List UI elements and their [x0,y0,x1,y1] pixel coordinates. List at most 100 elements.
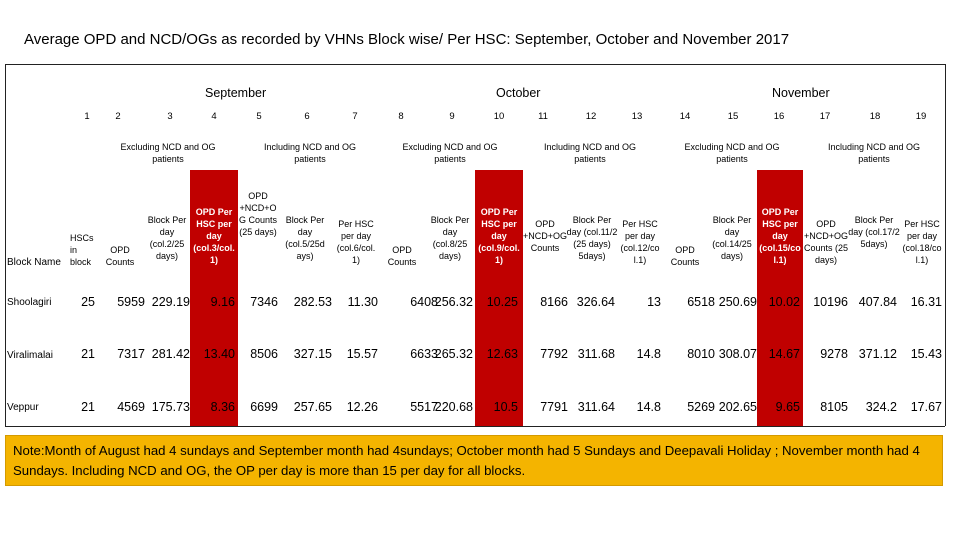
table-cell: 11.30 [347,295,378,309]
table-cell: 308.07 [718,347,757,361]
table-cell: 6633 [410,347,438,361]
header-sep-block-per-day: Block Per day (col.2/25 days) [147,215,187,261]
table-cell: 327.15 [293,347,332,361]
header-nov-opd-counts: OPD Counts [670,245,700,267]
header-nov-block-per-day-incl: Block Per day (col.17/2 5days) [848,215,900,249]
oct-highlight-column [475,170,523,426]
table-cell: 7317 [117,347,145,361]
table-cell: 250.69 [718,295,757,309]
page-title: Average OPD and NCD/OGs as recorded by V… [24,31,790,48]
row-label: Viralimalai [7,350,53,361]
col-number: 6 [304,111,310,122]
group-oct-including: Including NCD and OG patients [543,142,637,164]
header-oct-block-per-day-incl: Block Per day (col.11/2 (25 days) 5days) [566,215,618,261]
table-cell: 9.65 [775,400,800,414]
col-number: 1 [84,111,90,122]
table-cell: 16.31 [910,295,942,309]
sep-highlight-column [190,170,238,426]
table-cell: 5517 [410,400,438,414]
table-cell: 15.43 [910,347,942,361]
table-cell: 14.67 [768,347,800,361]
table-cell: 326.64 [576,295,615,309]
col-number: 17 [819,111,831,122]
table-cell: 9.16 [210,295,235,309]
note-box: Note:Month of August had 4 sundays and S… [5,435,943,486]
table-bottom-border [5,426,945,427]
col-number: 14 [679,111,691,122]
table-cell: 8166 [540,295,568,309]
col-number: 8 [398,111,404,122]
header-sep-opd-ncd-og: OPD +NCD+O G Counts (25 days) [238,191,278,237]
header-sep-per-hsc-incl: Per HSC per day (col.6/col. 1) [336,219,376,265]
group-nov-including: Including NCD and OG patients [827,142,921,164]
table-cell: 13 [647,295,661,309]
table-cell: 10.02 [768,295,800,309]
col-number: 15 [727,111,739,122]
table-cell: 8105 [820,400,848,414]
table-cell: 5959 [117,295,145,309]
table-left-border [5,64,6,426]
header-nov-per-hsc-incl: Per HSC per day (col.18/co l.1) [902,219,942,265]
table-cell: 17.67 [910,400,942,414]
table-cell: 311.64 [577,400,615,414]
table-cell: 10.25 [486,295,518,309]
col-number: 10 [493,111,505,122]
table-cell: 7792 [540,347,568,361]
table-cell: 6408 [410,295,438,309]
table-cell: 8010 [687,347,715,361]
header-oct-opd-ncd-og: OPD +NCD+OG Counts [522,219,567,253]
group-oct-excluding: Excluding NCD and OG patients [402,142,498,164]
group-sep-excluding: Excluding NCD and OG patients [120,142,216,164]
header-sep-block-per-day-incl: Block Per day (col.5/25d ays) [285,215,325,261]
header-oct-per-hsc-incl: Per HSC per day (col.12/co l.1) [620,219,660,265]
table-cell: 14.8 [636,400,661,414]
table-cell: 407.84 [858,295,897,309]
row-label: Veppur [7,402,39,413]
header-oct-opd-counts: OPD Counts [387,245,417,267]
table-cell: 257.65 [293,400,332,414]
table-cell: 25 [81,295,95,309]
col-number: 11 [538,111,548,122]
table-right-border [945,64,946,426]
col-number: 13 [631,111,643,122]
table-cell: 4569 [117,400,145,414]
table-cell: 6699 [250,400,278,414]
table-cell: 8506 [250,347,278,361]
table-cell: 13.40 [203,347,235,361]
row-label: Shoolagiri [7,297,52,308]
col-number: 18 [869,111,881,122]
table-cell: 281.42 [151,347,190,361]
table-cell: 5269 [687,400,715,414]
table-cell: 175.73 [151,400,190,414]
table-cell: 7346 [250,295,278,309]
header-block-name: Block Name [7,257,61,268]
header-oct-opd-per-hsc: OPD Per HSC per day (col.9/col. 1) [478,207,520,265]
table-cell: 7791 [540,400,568,414]
table-cell: 265.32 [434,347,473,361]
col-number: 4 [211,111,217,122]
table-cell: 10196 [813,295,848,309]
table-top-border [5,64,945,65]
header-sep-opd-counts: OPD Counts [105,245,135,267]
table-cell: 12.26 [346,400,378,414]
table-cell: 202.65 [718,400,757,414]
table-cell: 12.63 [486,347,518,361]
table-cell: 220.68 [434,400,473,414]
col-number: 7 [352,111,358,122]
header-sep-opd-per-hsc: OPD Per HSC per day (col.3/col. 1) [193,207,235,265]
col-number: 9 [449,111,455,122]
group-nov-excluding: Excluding NCD and OG patients [684,142,780,164]
table-cell: 21 [81,347,95,361]
table-cell: 256.32 [434,295,473,309]
col-number: 12 [585,111,597,122]
month-september: September [205,86,267,100]
table-cell: 282.53 [293,295,332,309]
nov-highlight-column [757,170,803,426]
header-oct-block-per-day: Block Per day (col.8/25 days) [430,215,470,261]
table-cell: 21 [81,400,95,414]
month-october: October [496,86,541,100]
table-cell: 9278 [820,347,848,361]
col-number: 2 [115,111,121,122]
header-nov-block-per-day: Block Per day (col.14/25 days) [712,215,752,261]
header-nov-opd-ncd-og: OPD +NCD+OG Counts (25 days) [803,219,849,265]
